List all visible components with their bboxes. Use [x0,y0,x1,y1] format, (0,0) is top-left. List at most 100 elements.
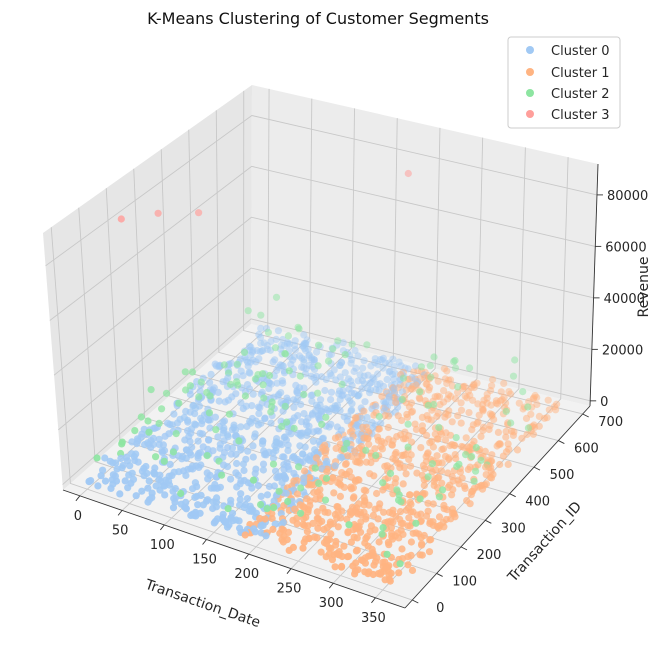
cluster-0-point [207,484,215,492]
y-gridline [78,207,437,574]
cluster-0-point [101,477,110,485]
cluster-1-point [443,379,451,387]
cluster-0-point [389,355,397,363]
cluster-2-point [137,413,145,421]
cluster-2-point [278,422,286,430]
cluster-1-point [343,515,351,523]
cluster-1-point [448,491,456,499]
left-wall-pane [43,85,252,490]
cluster-2-point [295,463,303,471]
cluster-1-point [382,564,390,572]
cluster-1-point [469,396,477,404]
cluster-0-point [184,427,192,435]
cluster-0-point [316,401,324,409]
cluster-0-point [257,522,265,530]
y-tick-label: 500 [550,468,575,483]
cluster-0-point [246,369,254,377]
legend-label-cluster-3: Cluster 3 [551,108,610,123]
cluster-2-point [430,353,438,361]
cluster-1-point [370,472,378,480]
cluster-0-point [299,342,307,350]
cluster-0-point [248,484,256,492]
cluster-1-point [464,465,472,474]
cluster-1-point [323,535,331,543]
cluster-0-point [213,484,221,492]
cluster-2-point [348,340,356,348]
x-tick-mark [371,597,376,604]
cluster-1-point [438,459,446,467]
cluster-0-point [277,417,285,425]
cluster-2-point [283,418,291,426]
cluster-1-point [427,536,435,544]
cluster-1-point [436,401,444,409]
cluster-1-point [299,503,307,511]
cluster-1-point [499,452,507,460]
cluster-1-point [344,552,353,561]
cluster-2-point [290,424,298,432]
cluster-1-point [504,460,512,468]
cluster-0-point [284,447,292,455]
cluster-1-point [400,464,408,472]
cluster-1-point [421,465,429,473]
cluster-2-point [181,368,189,376]
cluster-2-point [511,356,519,364]
cluster-2-point [271,344,280,352]
cluster-1-point [518,434,526,442]
cluster-0-point [249,453,257,461]
cluster-0-point [326,370,334,378]
cluster-2-point [341,351,349,359]
cluster-0-point [215,397,223,405]
cluster-2-point [284,497,292,506]
cluster-1-point [474,400,482,408]
cluster-1-point [333,514,341,522]
cluster-0-point [166,420,174,429]
cluster-1-point [462,434,470,442]
cluster-2-point [297,484,305,492]
cluster-1-point [306,502,314,510]
cluster-0-point [317,396,325,404]
cluster-1-point [348,427,356,435]
cluster-0-point [219,378,227,386]
cluster-0-point [224,396,233,404]
cluster-2-point [427,373,435,381]
cluster-0-point [249,390,257,398]
cluster-2-point [263,505,271,513]
cluster-1-point [327,530,335,538]
cluster-1-point [417,517,425,525]
cluster-0-point [101,454,109,462]
cluster-1-point [487,386,495,395]
cluster-0-point [191,493,199,501]
cluster-1-point [336,492,344,500]
x-tick-label: 0 [74,509,82,524]
cluster-0-point [169,504,178,512]
cluster-2-point [322,474,331,482]
cluster-1-point [485,425,493,434]
cluster-1-point [293,520,301,528]
cluster-0-point [327,388,336,396]
cluster-2-point [416,388,424,396]
cluster-0-point [116,490,124,498]
scatter-points [85,169,561,585]
cluster-1-point [413,469,421,477]
cluster-0-point [265,379,273,387]
axis-edges [62,163,599,609]
cluster-1-point [397,519,405,528]
cluster-2-point [206,392,214,400]
cluster-2-point [186,382,194,390]
cluster-0-point [198,420,206,428]
cluster-1-point [434,377,442,385]
cluster-2-point [315,479,323,487]
y-tick-mark [412,599,419,604]
cluster-1-point [505,445,513,453]
y-tick-label: 100 [452,574,477,589]
cluster-0-point [207,370,215,378]
cluster-1-point [378,437,386,445]
cluster-0-point [184,418,192,426]
cluster-0-point [294,412,302,420]
cluster-1-point [361,559,369,567]
cluster-1-point [470,380,478,388]
x-tick-mark [117,510,123,516]
cluster-1-point [385,575,394,584]
cluster-0-point [383,375,391,384]
